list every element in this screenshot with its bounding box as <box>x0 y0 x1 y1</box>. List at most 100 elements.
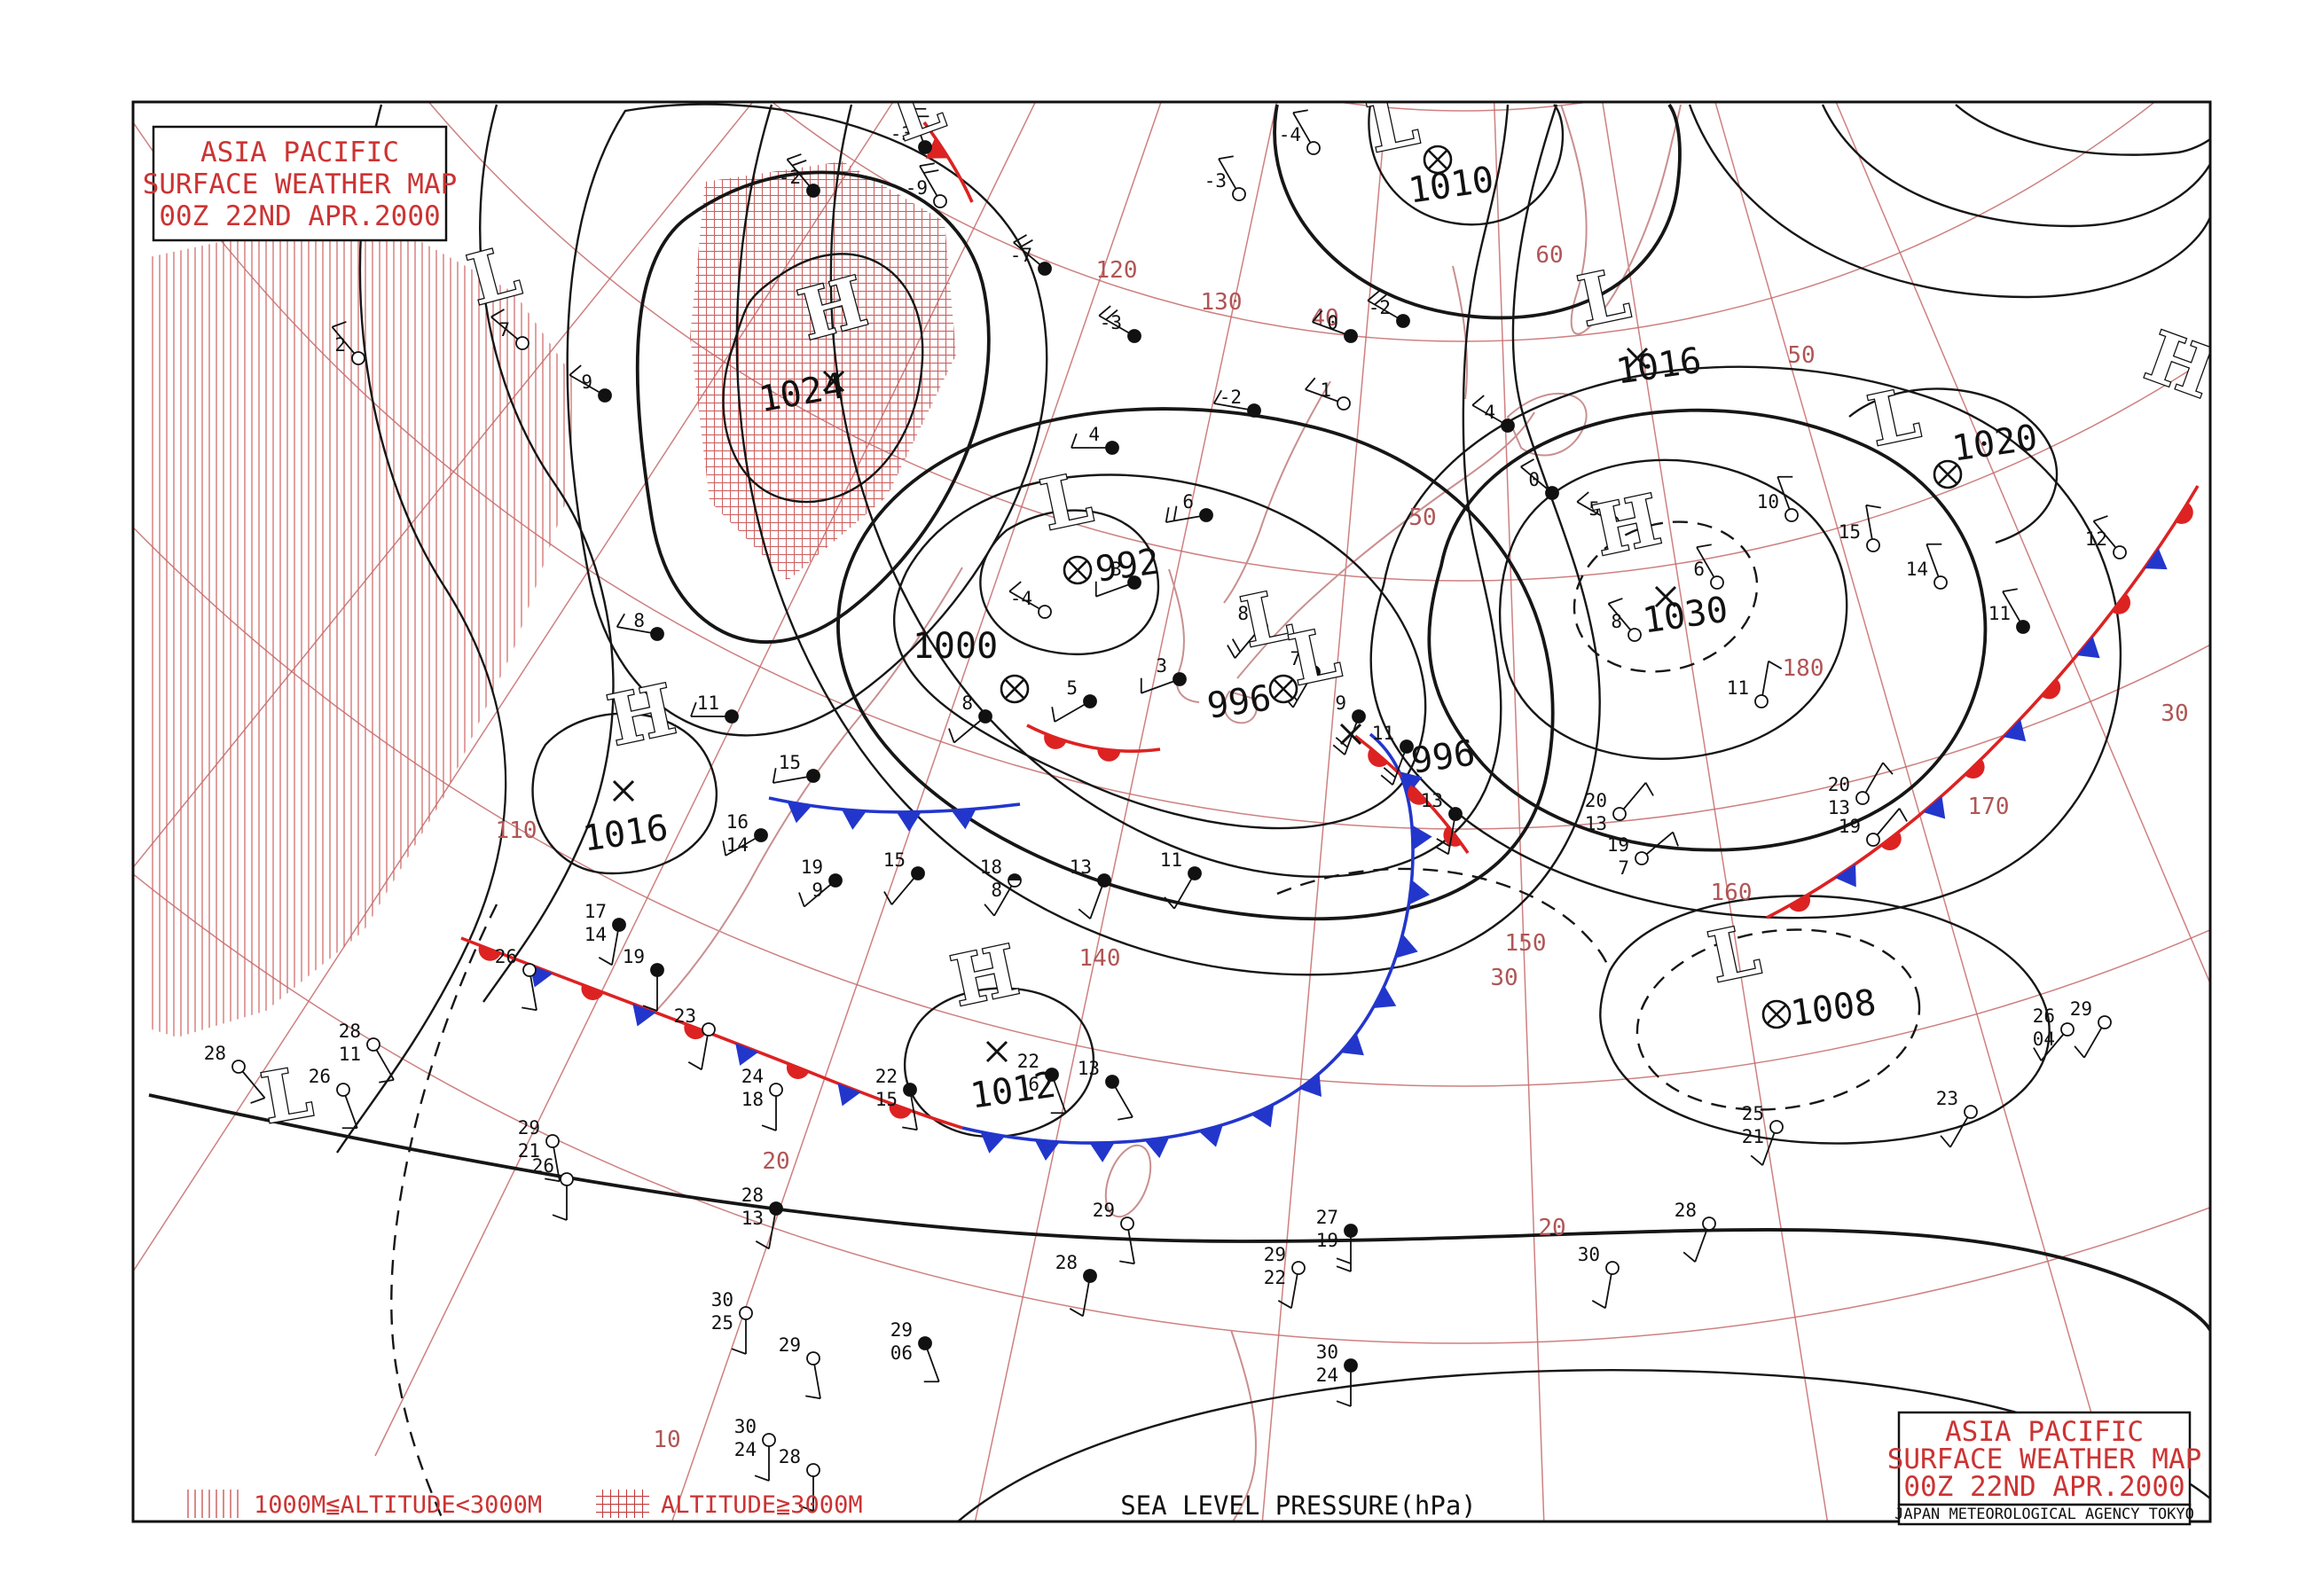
center-x-icon <box>822 370 845 393</box>
cloud-cover-icon <box>1448 807 1463 821</box>
cloud-cover-icon <box>1612 807 1627 821</box>
station-dewpoint: 7 <box>1618 857 1629 879</box>
cold-front-pip-icon <box>1034 1139 1060 1161</box>
isobar <box>148 1093 2210 1332</box>
high-pressure-system: H 1012 <box>944 929 1058 1117</box>
low-pressure-system: 1000 <box>913 626 1030 704</box>
wind-barb-icon <box>787 153 802 160</box>
high-pressure-system: H 1030 <box>1586 479 1730 642</box>
cloud-cover-icon <box>545 1134 560 1148</box>
station-plot: 10 <box>1757 475 1799 522</box>
wind-shaft-icon <box>2040 1033 2065 1061</box>
station-plot: 226 <box>1017 1051 1067 1115</box>
wind-barb-icon <box>1672 832 1679 847</box>
altitude-legend: 1000M≦ALTITUDE<3000M ALTITUDE≧3000M <box>182 1490 863 1519</box>
cold-front-pip-icon <box>787 802 812 824</box>
upper-front <box>922 121 974 203</box>
station-plot: 23 <box>1936 1088 1978 1148</box>
station-plot: 28 <box>1675 1200 1716 1263</box>
station-temperature: 25 <box>1742 1103 1764 1124</box>
center-x-icon <box>1654 585 1677 608</box>
wind-shaft-icon <box>611 930 619 966</box>
station-temperature: 15 <box>1839 521 1861 543</box>
cloud-cover-icon <box>769 1201 783 1216</box>
station-plot: 15 <box>1839 504 1881 552</box>
station-temperature: 26 <box>2033 1005 2055 1027</box>
wind-barb-icon <box>1436 838 1451 848</box>
title-line-3: 00Z 22ND APR.2000 <box>159 200 440 232</box>
station-temperature: 2 <box>334 334 346 356</box>
wind-shaft-icon <box>701 1035 709 1070</box>
wind-barb-icon <box>490 309 505 318</box>
wind-barb-icon <box>1292 109 1308 114</box>
title-line-1: ASIA PACIFIC <box>200 137 399 168</box>
station-plot: 29 <box>779 1334 821 1400</box>
station-plot: 5 <box>1051 677 1097 723</box>
wind-shaft-icon <box>616 626 652 634</box>
wind-barb-icon <box>1882 762 1894 775</box>
center-x-icon <box>985 1040 1008 1063</box>
station-dewpoint: 04 <box>2033 1029 2055 1050</box>
coast-sakhalin <box>1452 265 1469 400</box>
cloud-cover-icon <box>1769 1120 1784 1134</box>
cloud-cover-icon <box>769 1083 783 1097</box>
wind-barb-icon <box>798 1505 814 1512</box>
cloud-cover-icon <box>933 194 947 208</box>
wind-shaft-icon <box>1013 241 1041 266</box>
isobar <box>1368 104 1565 226</box>
wind-shaft-icon <box>1520 466 1549 490</box>
wind-shaft-icon <box>1292 677 1312 708</box>
wind-barb-icon <box>1336 1400 1352 1407</box>
cold-front-pip-icon <box>1408 880 1431 905</box>
cloud-cover-icon <box>1400 739 1414 754</box>
cloud-cover-icon <box>754 828 768 842</box>
latitude-arc <box>1335 102 1592 112</box>
cold-front-pip-icon <box>1251 1104 1275 1128</box>
cloud-cover-icon <box>1344 329 1358 343</box>
wind-barb-icon <box>332 321 347 328</box>
pressure-value: 1020 <box>1949 418 2040 470</box>
wind-barb-icon <box>1227 645 1236 659</box>
cloud-cover-icon <box>1038 262 1052 276</box>
isobar <box>829 104 1510 878</box>
station-plot: 23 <box>674 1005 716 1071</box>
cold-front-pip-icon <box>1299 1073 1322 1097</box>
coast-korea <box>1168 568 1200 703</box>
cloud-cover-icon <box>1105 1075 1119 1089</box>
station-temperature: 19 <box>801 857 823 878</box>
high-pressure-system: H 1016 <box>580 669 683 860</box>
wind-barb-icon <box>772 768 777 784</box>
cold-front-pip-icon <box>735 1043 759 1066</box>
isobar <box>1848 387 2059 544</box>
cloud-cover-icon <box>1105 441 1119 455</box>
wind-barb-icon <box>616 613 625 628</box>
station-plot: 9 <box>1332 692 1366 755</box>
wind-shaft-icon <box>241 1070 266 1099</box>
cloud-cover-icon <box>1291 1261 1306 1275</box>
isobar <box>722 253 924 504</box>
station-plot: 6 <box>1165 491 1213 523</box>
station-temperature: 8 <box>961 692 973 714</box>
wind-barb-icon <box>1898 808 1908 822</box>
wind-shaft-icon <box>529 975 537 1011</box>
station-temperature: 4 <box>1484 402 1495 423</box>
wind-shaft-icon <box>1165 515 1201 523</box>
altitude-1000-3000m-area <box>149 226 576 1037</box>
isobar <box>979 509 1160 656</box>
station-temperature: 11 <box>1160 849 1182 871</box>
wind-shaft-icon <box>926 1349 940 1382</box>
station-dewpoint: 9 <box>812 880 823 901</box>
wind-barb-icon <box>1332 744 1345 755</box>
wind-shaft-icon <box>1098 315 1130 334</box>
cold-front-pip-icon <box>896 811 922 832</box>
wind-barb-icon <box>761 1124 777 1131</box>
station-plot: 11 <box>1988 588 2030 634</box>
wind-shaft-icon <box>1367 300 1399 319</box>
station-plot: 8 <box>616 610 664 641</box>
station-temperature: 7 <box>1290 648 1301 669</box>
pressure-value: 992 <box>1093 541 1162 591</box>
graticule-label: 50 <box>1408 505 1436 531</box>
station-temperature: 11 <box>1372 723 1394 744</box>
